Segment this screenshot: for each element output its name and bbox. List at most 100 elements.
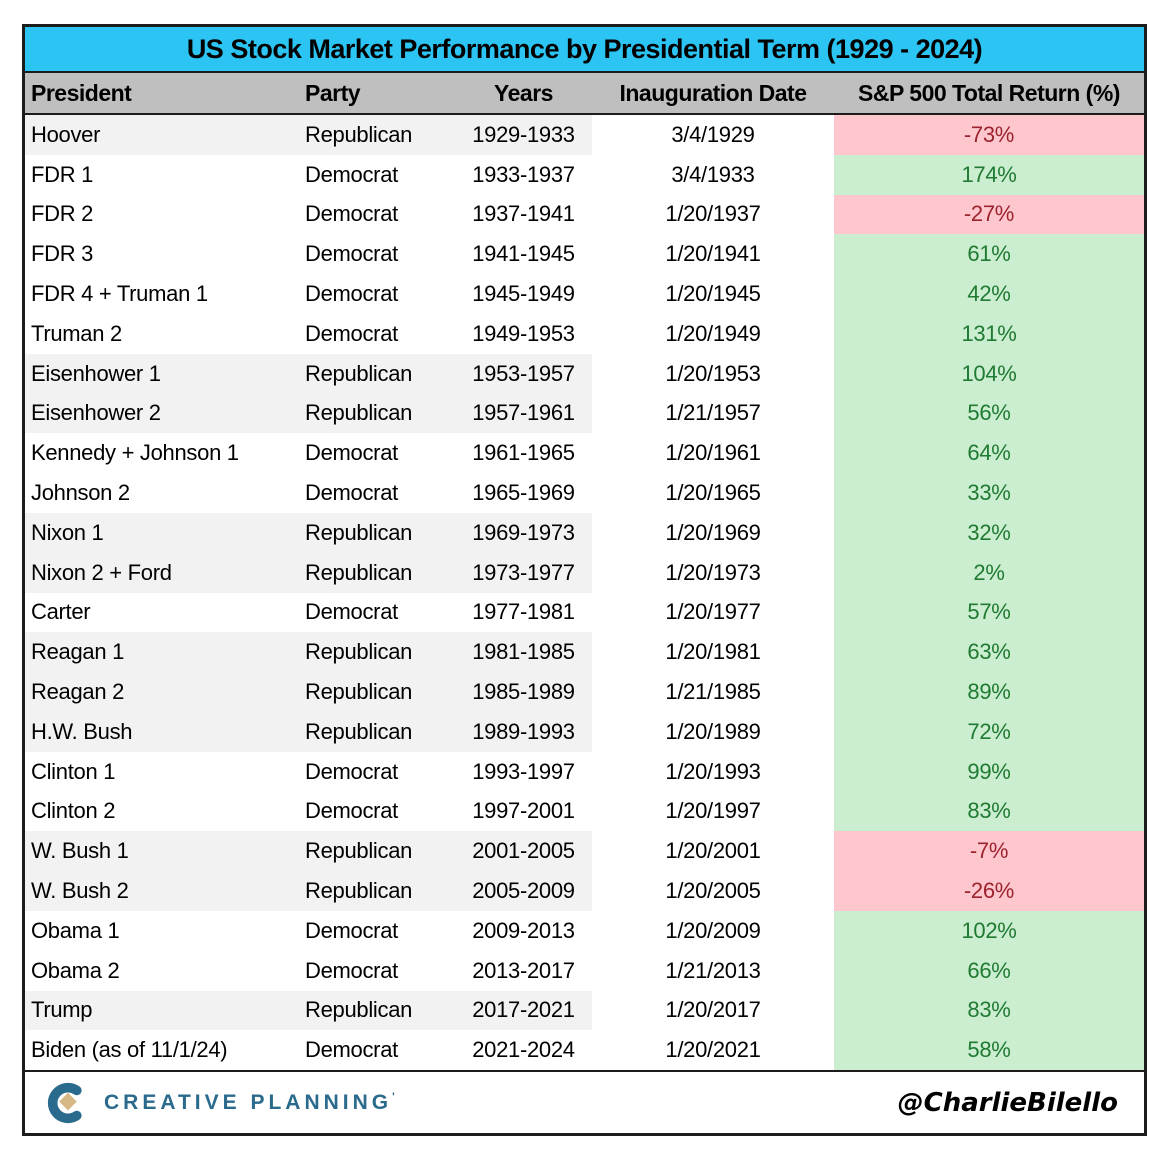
cell-sp500-total-return: 72% xyxy=(834,711,1144,752)
cell-years: 1945-1949 xyxy=(472,281,575,307)
cell-inauguration-date: 1/20/1945 xyxy=(665,281,761,307)
table-row: Obama 2 Democrat 2013-2017 1/21/2013 66% xyxy=(25,950,1144,991)
cell-sp500-total-return: 32% xyxy=(834,512,1144,553)
cell-party: Republican xyxy=(305,672,455,712)
cell-president: FDR 4 + Truman 1 xyxy=(31,281,208,307)
creative-planning-logo-icon xyxy=(45,1080,91,1126)
cell-inauguration-date: 1/20/1965 xyxy=(665,480,761,506)
creative-planning-brand: CREATIVE PLANNING' xyxy=(45,1080,395,1126)
cell-inauguration-date: 1/20/1977 xyxy=(665,599,761,625)
cell-party: Republican xyxy=(305,990,455,1031)
cell-party: Democrat xyxy=(305,320,398,346)
cell-inauguration-date: 1/20/2017 xyxy=(665,997,761,1023)
cell-sp500-total-return: 2% xyxy=(834,552,1144,593)
cell-president: Nixon 1 xyxy=(25,512,305,553)
cell-president: W. Bush 1 xyxy=(25,831,305,872)
cell-years: 1929-1933 xyxy=(455,115,592,155)
cell-party: Republican xyxy=(305,393,455,434)
column-header-years: Years xyxy=(494,79,553,106)
cell-party: Democrat xyxy=(305,480,398,506)
table-row: Carter Democrat 1977-1981 1/20/1977 57% xyxy=(25,592,1144,633)
cell-inauguration-date: 3/4/1933 xyxy=(671,161,755,187)
brand-name: CREATIVE PLANNING' xyxy=(104,1090,395,1114)
cell-inauguration-date: 1/20/1953 xyxy=(665,360,761,386)
cell-years: 1957-1961 xyxy=(455,393,592,434)
cell-party: Democrat xyxy=(305,161,398,187)
cell-inauguration-date: 1/20/1997 xyxy=(665,798,761,824)
table-row: Clinton 1 Democrat 1993-1997 1/20/1993 99% xyxy=(25,751,1144,792)
table-row: Nixon 1 Republican 1969-1973 1/20/1969 32% xyxy=(25,512,1144,553)
column-header-party: Party xyxy=(305,79,361,106)
cell-inauguration-date: 1/20/2001 xyxy=(665,838,761,864)
cell-years: 2001-2005 xyxy=(455,831,592,872)
cell-sp500-total-return: 64% xyxy=(834,433,1144,474)
cell-party: Democrat xyxy=(305,1037,398,1063)
cell-president: FDR 3 xyxy=(31,241,94,267)
cell-inauguration-date: 1/20/1993 xyxy=(665,758,761,784)
cell-inauguration-date: 1/20/1941 xyxy=(665,241,761,267)
cell-president: Clinton 1 xyxy=(31,758,116,784)
cell-party: Democrat xyxy=(305,957,398,983)
cell-president: Kennedy + Johnson 1 xyxy=(31,440,239,466)
cell-sp500-total-return: 174% xyxy=(834,154,1144,195)
cell-inauguration-date: 1/21/1985 xyxy=(665,679,761,705)
cell-sp500-total-return: 58% xyxy=(834,1030,1144,1071)
table-row: W. Bush 1 Republican 2001-2005 1/20/2001 -7% xyxy=(25,831,1144,872)
cell-inauguration-date: 1/20/2021 xyxy=(665,1037,761,1063)
table-row: Johnson 2 Democrat 1965-1969 1/20/1965 33% xyxy=(25,473,1144,513)
cell-sp500-total-return: 42% xyxy=(834,274,1144,314)
cell-sp500-total-return: 83% xyxy=(834,990,1144,1031)
table-row: Reagan 2 Republican 1985-1989 1/21/1985 89% xyxy=(25,672,1144,712)
cell-sp500-total-return: 33% xyxy=(834,473,1144,513)
cell-years: 2017-2021 xyxy=(455,990,592,1031)
cell-president: Carter xyxy=(31,599,91,625)
cell-sp500-total-return: 66% xyxy=(834,950,1144,991)
cell-years: 1977-1981 xyxy=(472,599,575,625)
cell-sp500-total-return: 83% xyxy=(834,791,1144,832)
table-row: FDR 3 Democrat 1941-1945 1/20/1941 61% xyxy=(25,234,1144,275)
cell-president: Eisenhower 2 xyxy=(25,393,305,434)
cell-years: 1937-1941 xyxy=(472,201,575,227)
cell-party: Republican xyxy=(305,871,455,911)
cell-years: 1949-1953 xyxy=(472,320,575,346)
cell-party: Democrat xyxy=(305,241,398,267)
cell-sp500-total-return: 61% xyxy=(834,234,1144,275)
cell-president: FDR 1 xyxy=(31,161,94,187)
cell-sp500-total-return: -7% xyxy=(834,831,1144,872)
cell-sp500-total-return: 63% xyxy=(834,632,1144,673)
cell-sp500-total-return: 57% xyxy=(834,592,1144,633)
cell-inauguration-date: 1/20/1973 xyxy=(665,559,761,585)
table-row: Clinton 2 Democrat 1997-2001 1/20/1997 83% xyxy=(25,791,1144,832)
cell-party: Republican xyxy=(305,552,455,593)
cell-president: Eisenhower 1 xyxy=(25,353,305,394)
cell-years: 1941-1945 xyxy=(472,241,575,267)
table-row: FDR 2 Democrat 1937-1941 1/20/1937 -27% xyxy=(25,194,1144,235)
cell-inauguration-date: 1/21/2013 xyxy=(665,957,761,983)
cell-years: 1965-1969 xyxy=(472,480,575,506)
cell-years: 1969-1973 xyxy=(455,512,592,553)
author-handle: @CharlieBilello xyxy=(897,1087,1118,1118)
cell-president: Truman 2 xyxy=(31,320,122,346)
cell-years: 1973-1977 xyxy=(455,552,592,593)
column-header-inauguration-date: Inauguration Date xyxy=(619,79,807,106)
cell-inauguration-date: 3/4/1929 xyxy=(671,121,755,147)
table-row: Hoover Republican 1929-1933 3/4/1929 -73% xyxy=(25,115,1144,155)
cell-president: Reagan 1 xyxy=(25,632,305,673)
cell-inauguration-date: 1/21/1957 xyxy=(665,400,761,426)
cell-president: Hoover xyxy=(25,115,305,155)
cell-years: 1989-1993 xyxy=(455,711,592,752)
cell-years: 1953-1957 xyxy=(455,353,592,394)
cell-president: Trump xyxy=(25,990,305,1031)
cell-inauguration-date: 1/20/1937 xyxy=(665,201,761,227)
cell-inauguration-date: 1/20/2009 xyxy=(665,917,761,943)
cell-party: Republican xyxy=(305,115,455,155)
cell-years: 2009-2013 xyxy=(472,917,575,943)
cell-years: 2005-2009 xyxy=(455,871,592,911)
cell-sp500-total-return: 131% xyxy=(834,313,1144,354)
cell-years: 1997-2001 xyxy=(472,798,575,824)
table-row: FDR 4 + Truman 1 Democrat 1945-1949 1/20/19… xyxy=(25,274,1144,314)
cell-years: 1933-1937 xyxy=(472,161,575,187)
cell-party: Democrat xyxy=(305,917,398,943)
table-row: H.W. Bush Republican 1989-1993 1/20/1989 72% xyxy=(25,711,1144,752)
cell-party: Republican xyxy=(305,711,455,752)
